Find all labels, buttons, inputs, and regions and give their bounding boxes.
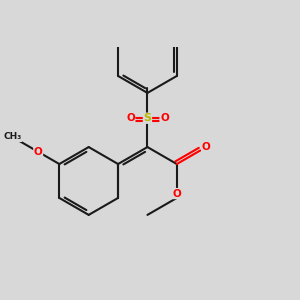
Text: O: O	[126, 113, 135, 123]
Text: O: O	[202, 142, 210, 152]
Text: O: O	[160, 113, 169, 123]
Text: CH₃: CH₃	[3, 133, 22, 142]
Text: O: O	[34, 147, 43, 157]
Text: S: S	[143, 113, 152, 123]
Text: O: O	[172, 189, 181, 199]
